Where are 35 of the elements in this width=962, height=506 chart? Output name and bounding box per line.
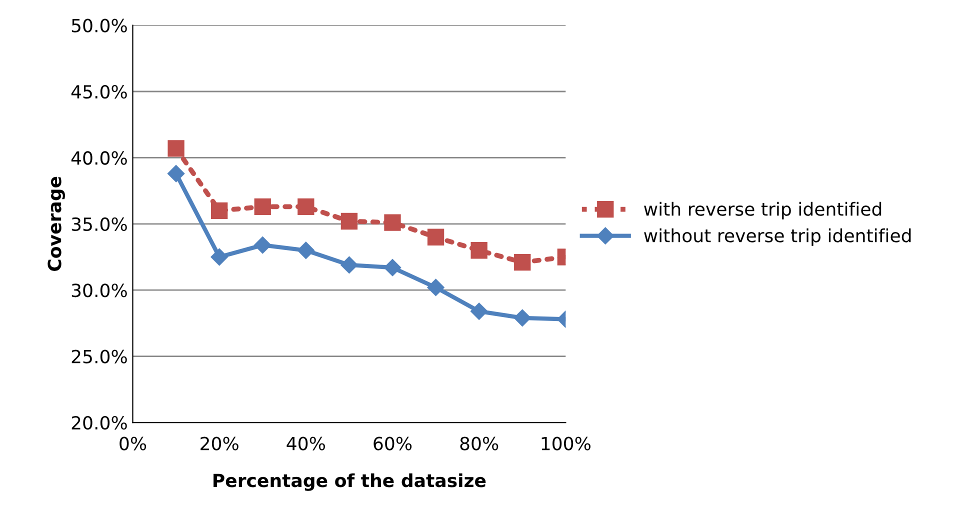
- point: [427, 228, 444, 246]
- x-axis-title: Percentage of the datasize: [214, 473, 486, 491]
- y-axis-title: Coverage: [48, 176, 65, 271]
- x-tick-label: 20%: [200, 436, 238, 450]
- point: [340, 256, 358, 274]
- legend-label: without reverse trip identified: [644, 228, 911, 246]
- point: [167, 165, 185, 182]
- x-tick-label: 0%: [120, 436, 146, 450]
- point: [254, 198, 271, 216]
- y-tick-label: 30.0%: [72, 284, 127, 298]
- x-tick-label: 80%: [460, 436, 498, 450]
- x-tick-label: 40%: [286, 436, 325, 450]
- point: [168, 140, 184, 157]
- x-tick-label: 100%: [542, 436, 590, 450]
- point: [384, 214, 401, 231]
- point: [340, 212, 358, 230]
- point: [210, 248, 228, 266]
- point: [470, 302, 488, 320]
- x-tick-label: 60%: [374, 436, 412, 450]
- point: [384, 259, 402, 276]
- point: [211, 202, 228, 219]
- point: [298, 198, 314, 216]
- y-tick-label: 20.0%: [72, 416, 127, 430]
- point: [254, 236, 272, 254]
- point: [514, 309, 531, 326]
- point: [297, 242, 314, 259]
- legend-label: with reverse trip identified: [644, 202, 882, 220]
- y-tick-label: 25.0%: [72, 350, 127, 364]
- point: [514, 254, 531, 271]
- y-tick-label: 35.0%: [72, 217, 127, 232]
- y-tick-label: 50.0%: [72, 18, 127, 32]
- point: [470, 242, 488, 259]
- y-tick-label: 45.0%: [71, 84, 127, 99]
- y-tick-label: 40.0%: [71, 151, 127, 165]
- point: [427, 278, 444, 296]
